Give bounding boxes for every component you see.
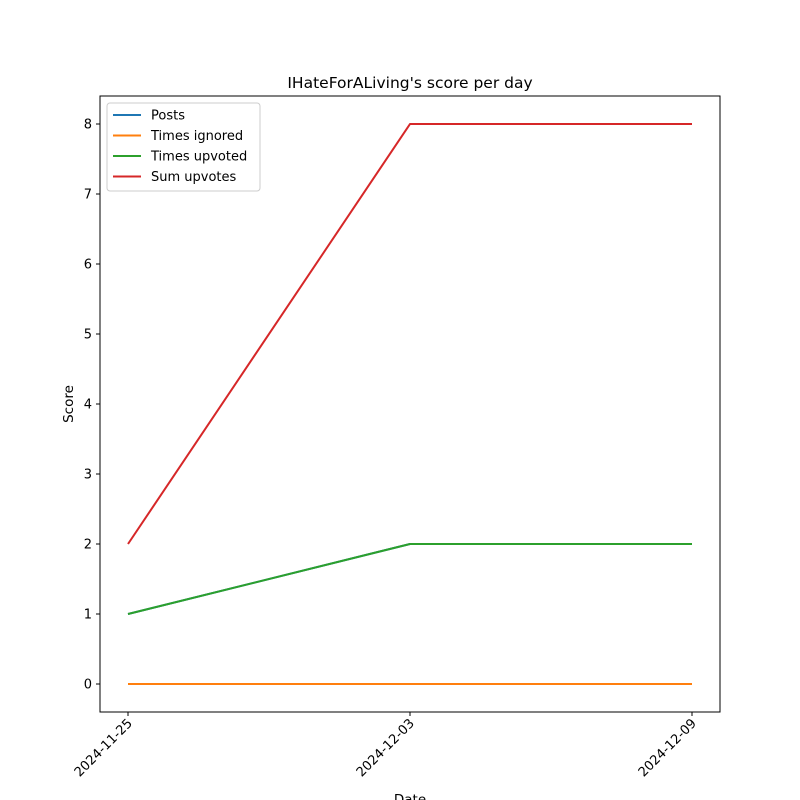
series-line-sum-upvotes [127,123,692,545]
series-line-times-upvoted [127,543,692,615]
x-tick-label: 2024-11-25 [72,716,136,780]
y-tick-label: 1 [84,608,92,623]
legend-box [106,102,261,192]
y-tick-label: 7 [84,188,92,203]
x-axis-label: Date [394,792,426,800]
y-tick-label: 5 [84,328,92,343]
y-tick-label: 8 [84,118,92,133]
y-tick-label: 2 [84,538,92,553]
y-tick-label: 4 [84,398,92,413]
legend-label: Times upvoted [150,150,247,165]
legend-label: Times ignored [150,129,243,144]
legend: Posts Times ignored Times upvoted Sum upvot… [106,102,261,192]
series-line-posts [127,543,692,615]
y-axis-label: Score [61,385,77,423]
y-tick-label: 3 [84,468,92,483]
legend-label: Sum upvotes [151,170,237,185]
y-tick-label: 6 [84,258,92,273]
x-tick-label: 2024-12-09 [636,716,700,780]
legend-label: Posts [151,109,185,124]
y-tick-label: 0 [84,678,92,693]
plot-area: 0 1 2 3 4 5 6 7 8 2024-11-25 2024-12-03 2024-12-09 [72,95,721,780]
x-tick-label: 2024-12-03 [354,716,418,780]
chart-title: IHateForALiving's score per day [287,74,532,92]
